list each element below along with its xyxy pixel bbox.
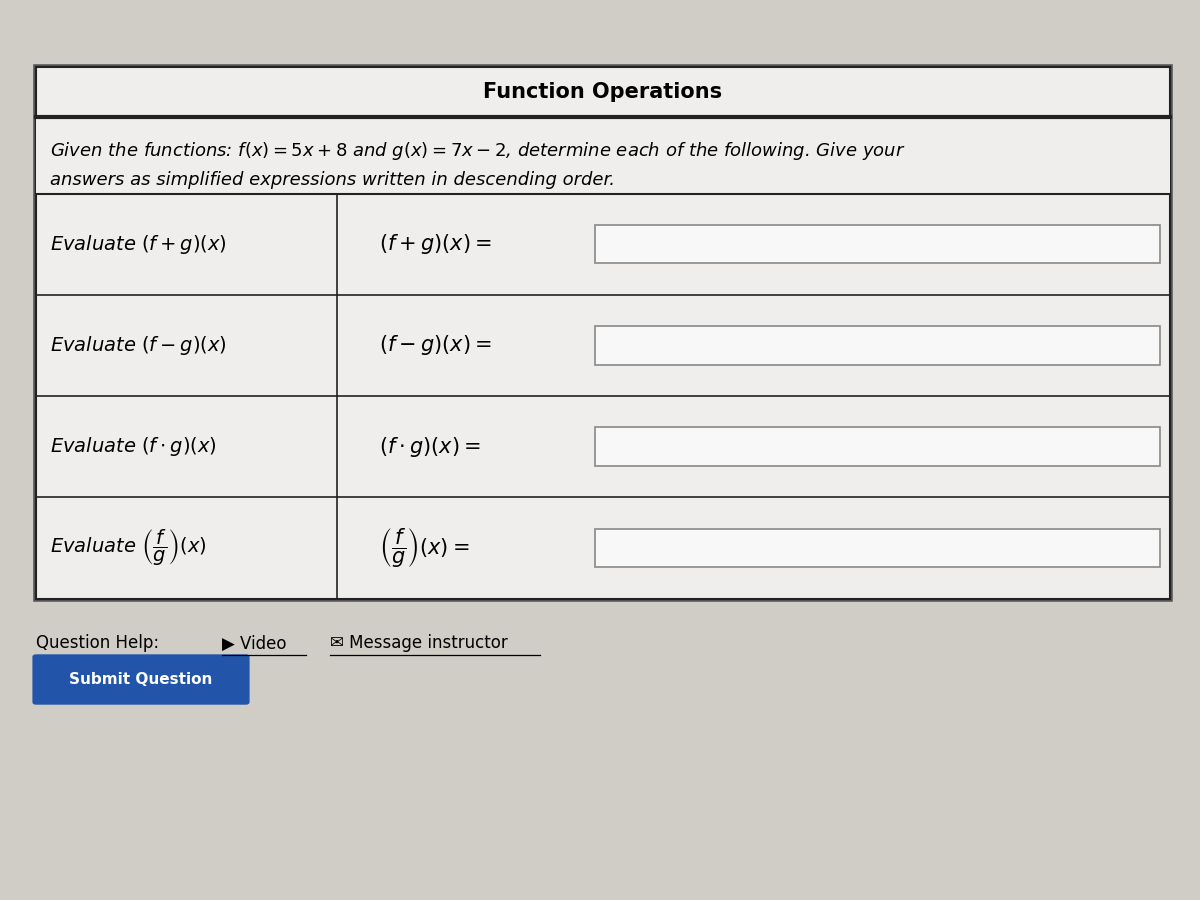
Text: $\left(\dfrac{f}{g}\right)(x) =$: $\left(\dfrac{f}{g}\right)(x) =$ (378, 526, 469, 570)
Bar (36, 117, 1170, 194)
Bar (594, 528, 1160, 567)
Text: Evaluate $(f \cdot g)(x)$: Evaluate $(f \cdot g)(x)$ (50, 435, 217, 458)
Text: Evaluate $\left(\dfrac{f}{g}\right)(x)$: Evaluate $\left(\dfrac{f}{g}\right)(x)$ (50, 527, 208, 568)
Bar (594, 326, 1160, 365)
Text: Evaluate $(f - g)(x)$: Evaluate $(f - g)(x)$ (50, 334, 227, 357)
Text: Function Operations: Function Operations (484, 82, 722, 103)
Bar (594, 428, 1160, 466)
Text: Question Help:: Question Help: (36, 634, 164, 652)
Text: $(f \cdot g)(x) =$: $(f \cdot g)(x) =$ (378, 435, 480, 459)
Text: ✉ Message instructor: ✉ Message instructor (330, 634, 508, 652)
Text: Given the functions: $f(x) = 5x + 8$ and $g(x) = 7x - 2$, determine each of the : Given the functions: $f(x) = 5x + 8$ and… (50, 140, 906, 162)
Text: Evaluate $(f + g)(x)$: Evaluate $(f + g)(x)$ (50, 232, 227, 256)
Text: Submit Question: Submit Question (70, 672, 212, 687)
FancyBboxPatch shape (32, 654, 250, 705)
Bar (594, 225, 1160, 264)
Text: $(f + g)(x) =$: $(f + g)(x) =$ (378, 232, 491, 256)
Text: answers as simplified expressions written in descending order.: answers as simplified expressions writte… (50, 171, 616, 189)
Bar (36, 68, 1170, 599)
Text: ▶ Video: ▶ Video (222, 634, 287, 652)
Bar (36, 68, 1170, 599)
Text: $(f - g)(x) =$: $(f - g)(x) =$ (378, 333, 491, 357)
